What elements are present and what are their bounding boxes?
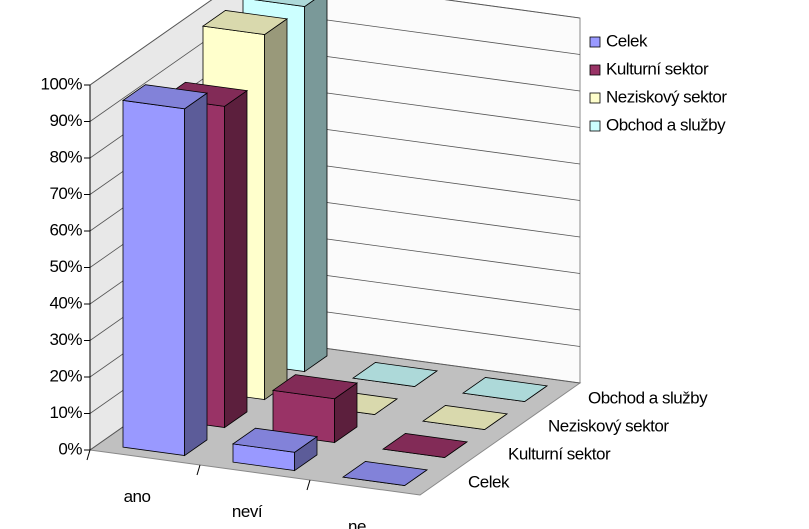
depth-label: Celek — [468, 472, 510, 491]
bar — [231, 427, 319, 472]
x-tick-label: ano — [124, 487, 151, 506]
y-tick-label: 70% — [49, 184, 82, 203]
bar-top — [121, 84, 209, 110]
bar-side — [224, 89, 248, 429]
legend-label: Kulturní sektor — [606, 59, 709, 78]
bar-top — [231, 427, 319, 453]
bar-top — [271, 374, 359, 400]
legend-label: Celek — [606, 31, 648, 50]
depth-label: Obchod a služby — [588, 388, 708, 407]
x-tick-label: ne — [348, 517, 366, 529]
bar — [351, 362, 439, 387]
bar — [121, 84, 209, 457]
bar-side — [264, 18, 288, 401]
y-tick-label: 20% — [49, 366, 82, 385]
legend-swatch — [589, 64, 601, 76]
legend-swatch — [589, 120, 601, 132]
legend-label: Obchod a služby — [606, 115, 726, 134]
y-tick-label: 100% — [41, 74, 83, 93]
bar — [461, 377, 549, 402]
x-tick — [86, 449, 91, 461]
y-tick-label: 60% — [49, 220, 82, 239]
y-tick-label: 40% — [49, 293, 82, 312]
y-tick-label: 50% — [49, 257, 82, 276]
bar-top — [341, 461, 429, 486]
y-tick-label: 30% — [49, 330, 82, 349]
bar — [421, 405, 509, 430]
depth-label: Neziskový sektor — [548, 416, 669, 435]
x-tick-label: neví — [232, 502, 263, 521]
grid-line — [89, 0, 581, 86]
x-tick — [306, 479, 311, 491]
bar-top — [461, 377, 549, 402]
x-tick — [196, 464, 201, 476]
y-tick-label: 80% — [49, 147, 82, 166]
bar-top — [381, 433, 469, 458]
legend-label: Neziskový sektor — [606, 87, 727, 106]
bar — [341, 461, 429, 486]
bar-top — [421, 405, 509, 430]
depth-label: Kulturní sektor — [508, 444, 611, 463]
bar-front — [122, 99, 186, 456]
bar-top — [253, 0, 315, 7]
bar-side — [304, 0, 328, 373]
y-tick-label: 10% — [49, 403, 82, 422]
y-tick-label: 90% — [49, 111, 82, 130]
legend-swatch — [589, 92, 601, 104]
bar-top — [351, 362, 439, 387]
legend-swatch — [589, 36, 601, 48]
bar-side — [184, 92, 208, 457]
bar — [381, 433, 469, 458]
bar-top — [201, 10, 289, 35]
y-tick-label: 0% — [58, 439, 82, 458]
